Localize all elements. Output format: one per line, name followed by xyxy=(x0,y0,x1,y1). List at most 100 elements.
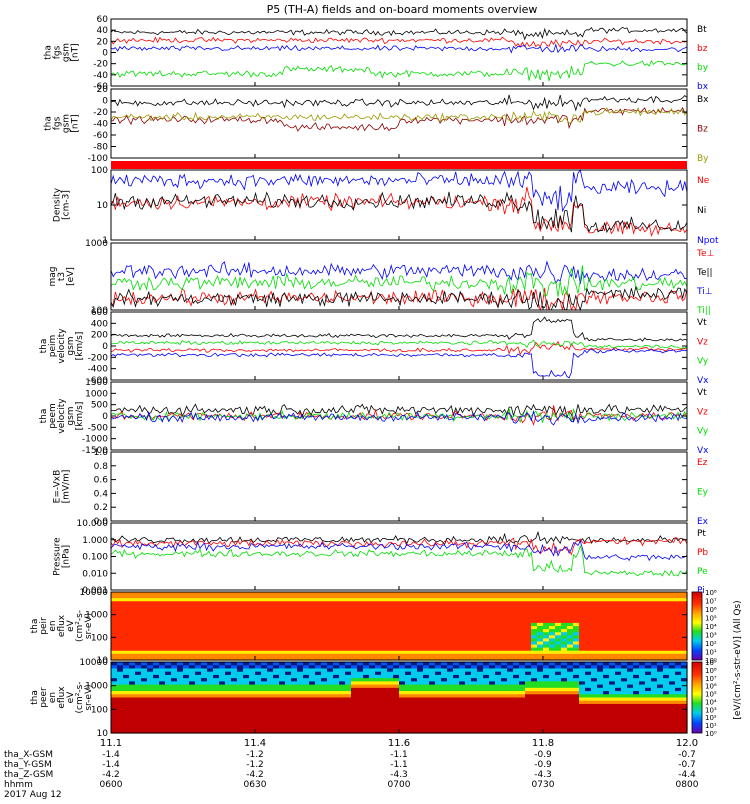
spectrogram-cell xyxy=(297,703,304,708)
spectrogram-cell xyxy=(525,601,532,605)
spectrogram-cell xyxy=(165,681,172,686)
spectrogram-cell xyxy=(627,674,634,679)
spectrogram-cell xyxy=(453,697,460,702)
spectrogram-cell xyxy=(543,710,550,715)
spectrogram-cell xyxy=(153,694,160,699)
spectrogram-cell xyxy=(363,681,370,686)
spectrogram-cell xyxy=(111,629,118,633)
spectrogram-cell xyxy=(171,598,178,602)
spectrogram-cell xyxy=(135,697,142,702)
spectrogram-cell xyxy=(111,674,118,679)
spectrogram-cell xyxy=(351,684,358,689)
spectrogram-cell xyxy=(291,644,298,649)
spectrogram-cell xyxy=(243,592,250,596)
spectrogram-cell xyxy=(351,607,358,612)
spectrogram-cell xyxy=(273,656,280,661)
spectrogram-cell xyxy=(315,713,322,718)
spectrogram-cell xyxy=(237,613,244,618)
spectrogram-cell xyxy=(561,641,568,646)
series-pressure-Pb xyxy=(110,536,688,556)
spectrogram-cell xyxy=(309,601,316,605)
spectrogram-cell xyxy=(447,629,454,633)
spectrogram-cell xyxy=(375,691,382,695)
spectrogram-cell xyxy=(579,729,586,734)
spectrogram-cell xyxy=(147,619,154,624)
spectrogram-cell xyxy=(573,647,580,652)
spectrogram-cell xyxy=(255,700,262,705)
spectrogram-cell xyxy=(207,716,214,721)
spectrogram-cell xyxy=(591,607,598,612)
spectrogram-cell xyxy=(417,592,424,596)
series-fgs-gsm-bz xyxy=(110,36,688,48)
spectrogram-cell xyxy=(459,656,466,661)
spectrogram-cell xyxy=(189,674,196,679)
spectrogram-cell xyxy=(213,729,220,734)
spectrogram-cell xyxy=(657,723,664,728)
spectrogram-cell xyxy=(213,720,220,724)
spectrogram-cell xyxy=(591,697,598,702)
spectrogram-cell xyxy=(663,644,670,649)
spectrogram-cell xyxy=(645,653,652,658)
spectrogram-cell xyxy=(123,678,130,682)
spectrogram-cell xyxy=(369,635,376,639)
spectrogram-cell xyxy=(681,729,688,734)
spectrogram-cell xyxy=(183,610,190,615)
spectrogram-cell xyxy=(537,678,544,682)
spectrogram-cell xyxy=(351,647,358,652)
spectrogram-cell xyxy=(627,610,634,615)
spectrogram-cell xyxy=(603,610,610,615)
spectrogram-cell xyxy=(147,703,154,708)
spectrogram-cell xyxy=(537,595,544,599)
spectrogram-cell xyxy=(177,644,184,649)
spectrogram-cell xyxy=(159,729,166,734)
spectrogram-cell xyxy=(333,723,340,728)
spectrogram-cell xyxy=(357,635,364,639)
spectrogram-cell xyxy=(213,613,220,618)
spectrogram-cell xyxy=(435,656,442,661)
spectrogram-cell xyxy=(645,638,652,643)
spectrogram-cell xyxy=(501,687,508,692)
spectrogram-cell xyxy=(567,626,574,630)
spectrogram-cell xyxy=(267,592,274,596)
spectrogram-cell xyxy=(645,671,652,676)
spectrogram-cell xyxy=(177,604,184,609)
spectrogram-cell xyxy=(585,729,592,734)
spectrogram-cell xyxy=(483,641,490,646)
spectrogram-cell xyxy=(561,720,568,724)
spectrogram-cell xyxy=(669,644,676,649)
spectrogram-cell xyxy=(213,635,220,639)
spectrogram-cell xyxy=(375,678,382,682)
spectrogram-cell xyxy=(387,626,394,630)
spectrogram-cell xyxy=(621,716,628,721)
spectrogram-cell xyxy=(651,687,658,692)
spectrogram-cell xyxy=(237,707,244,712)
spectrogram-cell xyxy=(669,650,676,655)
spectrogram-cell xyxy=(615,694,622,699)
spectrogram-cell xyxy=(477,697,484,702)
legend-by: by xyxy=(697,63,709,73)
spectrogram-cell xyxy=(117,665,124,670)
footer-value: -1.4 xyxy=(102,760,120,770)
spectrogram-cell xyxy=(453,656,460,661)
spectrogram-cell xyxy=(645,592,652,596)
spectrogram-cell xyxy=(219,687,226,692)
spectrogram-cell xyxy=(615,707,622,712)
spectrogram-cell xyxy=(213,694,220,699)
spectrogram-cell xyxy=(447,595,454,599)
spectrogram-cell xyxy=(111,650,118,655)
spectrogram-cell xyxy=(399,641,406,646)
spectrogram-cell xyxy=(471,607,478,612)
spectrogram-cell xyxy=(603,644,610,649)
spectrogram-cell xyxy=(405,610,412,615)
spectrogram-cell xyxy=(585,713,592,718)
spectrogram-cell xyxy=(261,616,268,621)
spectrogram-cell xyxy=(483,716,490,721)
spectrogram-cell xyxy=(129,644,136,649)
spectrogram-cell xyxy=(417,598,424,602)
spectrogram-cell xyxy=(189,595,196,599)
spectrogram-cell xyxy=(465,644,472,649)
spectrogram-cell xyxy=(339,687,346,692)
spectrogram-cell xyxy=(171,691,178,695)
spectrogram-cell xyxy=(177,681,184,686)
spectrogram-cell xyxy=(159,622,166,627)
